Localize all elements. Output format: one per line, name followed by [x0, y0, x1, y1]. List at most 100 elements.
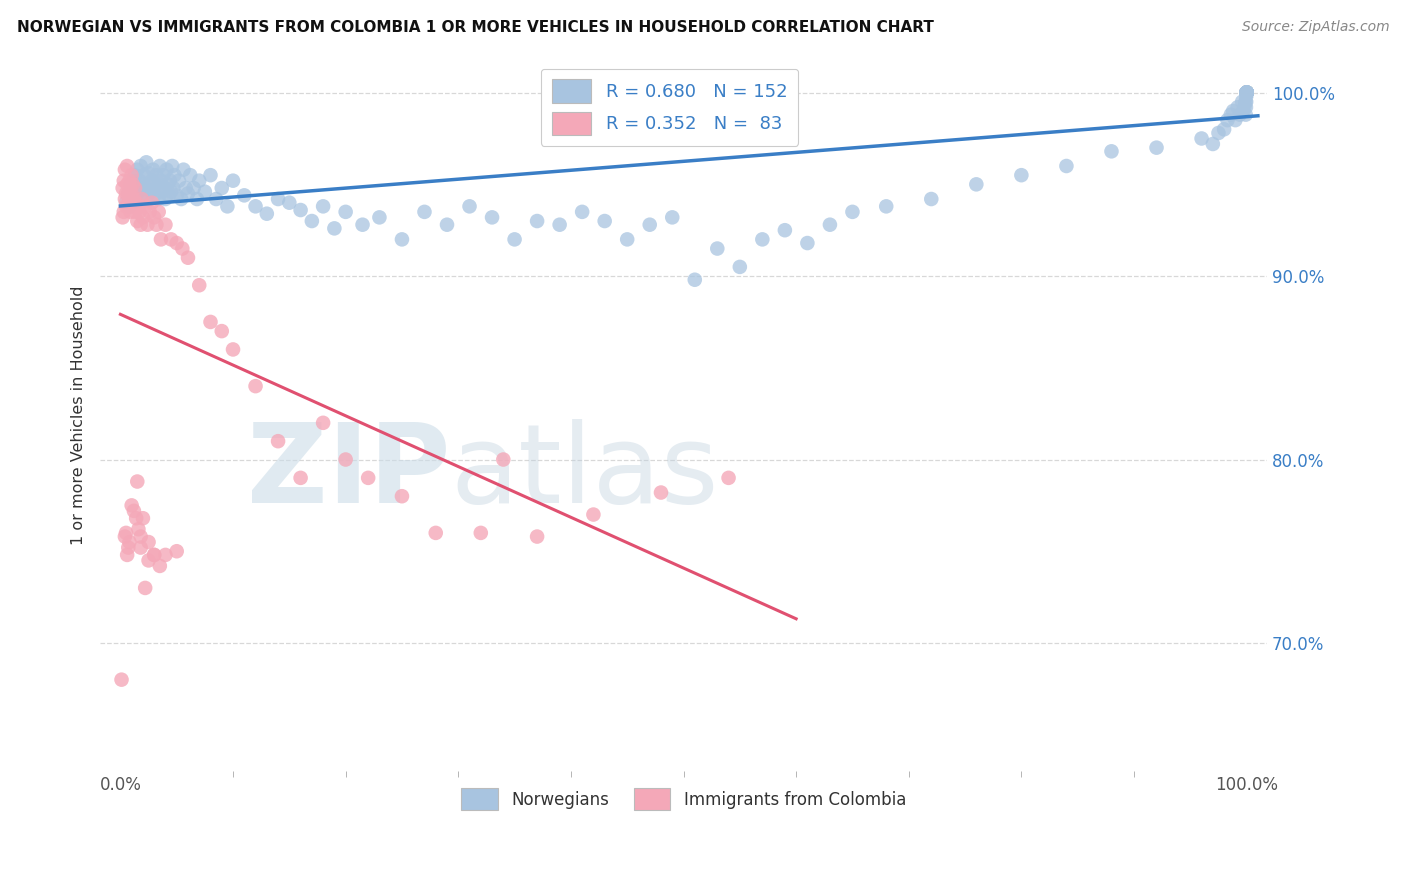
Point	[1234, 89, 1257, 103]
Point	[368, 211, 391, 225]
Point	[120, 178, 142, 192]
Point	[965, 178, 987, 192]
Point	[166, 544, 188, 558]
Point	[114, 530, 136, 544]
Point	[1236, 86, 1258, 100]
Point	[481, 211, 503, 225]
Point	[1202, 136, 1225, 151]
Point	[120, 205, 142, 219]
Point	[256, 207, 278, 221]
Point	[150, 185, 173, 199]
Point	[1226, 100, 1249, 114]
Point	[1225, 113, 1247, 128]
Point	[155, 218, 177, 232]
Point	[267, 434, 290, 449]
Point	[111, 181, 134, 195]
Point	[526, 214, 548, 228]
Point	[1236, 86, 1258, 100]
Point	[1236, 86, 1258, 100]
Point	[148, 205, 170, 219]
Point	[773, 223, 796, 237]
Point	[160, 159, 183, 173]
Point	[920, 192, 942, 206]
Point	[335, 452, 357, 467]
Point	[160, 185, 183, 199]
Point	[301, 214, 323, 228]
Point	[1219, 108, 1241, 122]
Point	[157, 188, 180, 202]
Point	[323, 221, 346, 235]
Point	[357, 471, 380, 485]
Point	[125, 188, 148, 202]
Point	[145, 168, 167, 182]
Point	[1236, 86, 1258, 100]
Point	[122, 504, 145, 518]
Point	[875, 199, 897, 213]
Point	[1236, 86, 1258, 100]
Point	[1236, 86, 1258, 100]
Point	[683, 273, 706, 287]
Point	[121, 181, 143, 195]
Point	[1236, 86, 1258, 100]
Point	[458, 199, 481, 213]
Point	[115, 199, 138, 213]
Point	[114, 192, 136, 206]
Point	[149, 174, 172, 188]
Point	[194, 185, 217, 199]
Point	[127, 214, 149, 228]
Point	[138, 166, 160, 180]
Point	[1236, 86, 1258, 100]
Point	[1236, 86, 1258, 100]
Point	[179, 168, 201, 182]
Point	[143, 548, 166, 562]
Point	[117, 186, 139, 201]
Point	[167, 174, 190, 188]
Point	[149, 159, 172, 173]
Point	[121, 192, 143, 206]
Point	[125, 511, 148, 525]
Point	[120, 181, 142, 195]
Point	[841, 205, 863, 219]
Point	[110, 673, 132, 687]
Point	[1236, 86, 1258, 100]
Point	[134, 199, 156, 213]
Point	[200, 168, 222, 182]
Point	[217, 199, 239, 213]
Point	[1233, 100, 1256, 114]
Point	[155, 162, 177, 177]
Point	[290, 471, 312, 485]
Point	[132, 178, 155, 192]
Point	[706, 242, 728, 256]
Point	[112, 174, 135, 188]
Point	[661, 211, 683, 225]
Point	[132, 511, 155, 525]
Point	[1236, 86, 1258, 100]
Point	[245, 199, 267, 213]
Point	[115, 186, 138, 201]
Point	[312, 416, 335, 430]
Point	[1146, 141, 1168, 155]
Point	[1236, 86, 1258, 100]
Point	[1236, 86, 1258, 100]
Point	[121, 168, 143, 182]
Point	[172, 162, 194, 177]
Point	[267, 192, 290, 206]
Point	[117, 199, 139, 213]
Point	[312, 199, 335, 213]
Point	[112, 205, 135, 219]
Point	[122, 192, 145, 206]
Point	[1234, 95, 1257, 109]
Point	[138, 205, 160, 219]
Point	[149, 558, 172, 573]
Point	[129, 530, 152, 544]
Point	[118, 174, 141, 188]
Point	[117, 541, 139, 555]
Point	[136, 188, 159, 202]
Point	[166, 235, 188, 250]
Point	[138, 178, 160, 192]
Point	[1236, 86, 1258, 100]
Point	[278, 195, 301, 210]
Point	[152, 168, 174, 182]
Point	[1236, 86, 1258, 100]
Point	[156, 178, 179, 192]
